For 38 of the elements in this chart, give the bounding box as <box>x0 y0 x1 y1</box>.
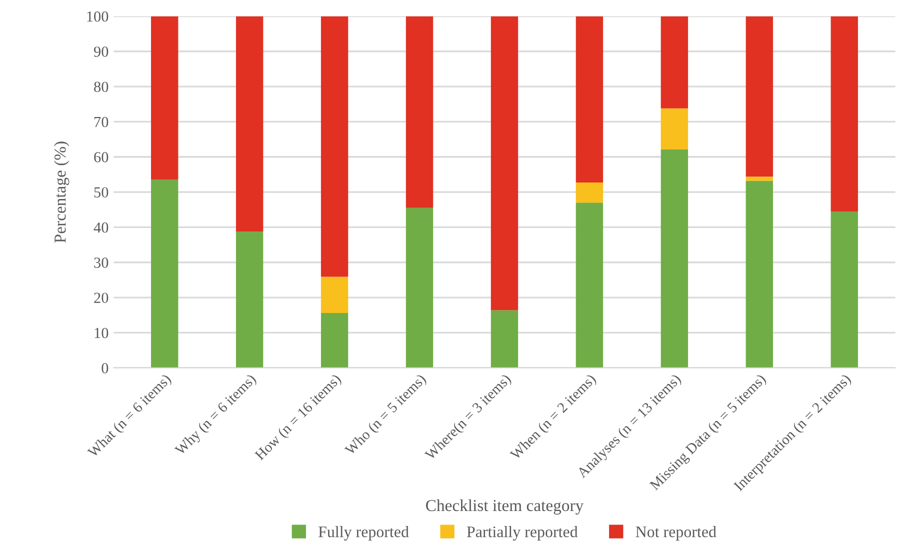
bar <box>406 208 434 368</box>
y-tick-label: 20 <box>94 292 108 303</box>
legend-label: Not reported <box>636 526 716 540</box>
bar <box>406 16 434 208</box>
y-tick-label: 0 <box>102 363 108 374</box>
y-tick-label: 40 <box>94 222 108 233</box>
legend-label: Fully reported <box>318 526 409 541</box>
y-tick-label: 100 <box>87 11 108 22</box>
bar <box>660 16 688 108</box>
bar <box>746 176 774 181</box>
y-tick-label: 70 <box>94 116 108 128</box>
x-axis-title: Checklist item category <box>426 499 584 515</box>
bar <box>576 16 604 183</box>
bar <box>660 108 688 150</box>
bar <box>490 16 518 310</box>
y-tick-label: 50 <box>94 187 108 198</box>
bar <box>151 180 178 368</box>
bar <box>830 16 858 212</box>
y-tick-label: 30 <box>94 258 108 268</box>
bar <box>236 232 264 368</box>
bar <box>746 180 774 368</box>
y-tick-label: 60 <box>94 152 108 162</box>
bar <box>576 202 604 368</box>
bar <box>320 276 348 314</box>
y-axis-title: Percentage (%) <box>54 142 70 243</box>
bar <box>746 16 774 177</box>
y-tick-label: 90 <box>94 46 108 57</box>
bar <box>236 16 264 232</box>
bar <box>830 212 858 368</box>
bar <box>660 150 688 368</box>
bar <box>151 16 178 180</box>
legend-label: Partially reported <box>466 526 578 541</box>
bar <box>320 313 348 368</box>
y-tick-label: 10 <box>94 328 108 338</box>
bar <box>320 16 348 277</box>
y-tick-label: 80 <box>94 82 108 92</box>
bar <box>490 310 518 368</box>
bar <box>576 182 604 203</box>
